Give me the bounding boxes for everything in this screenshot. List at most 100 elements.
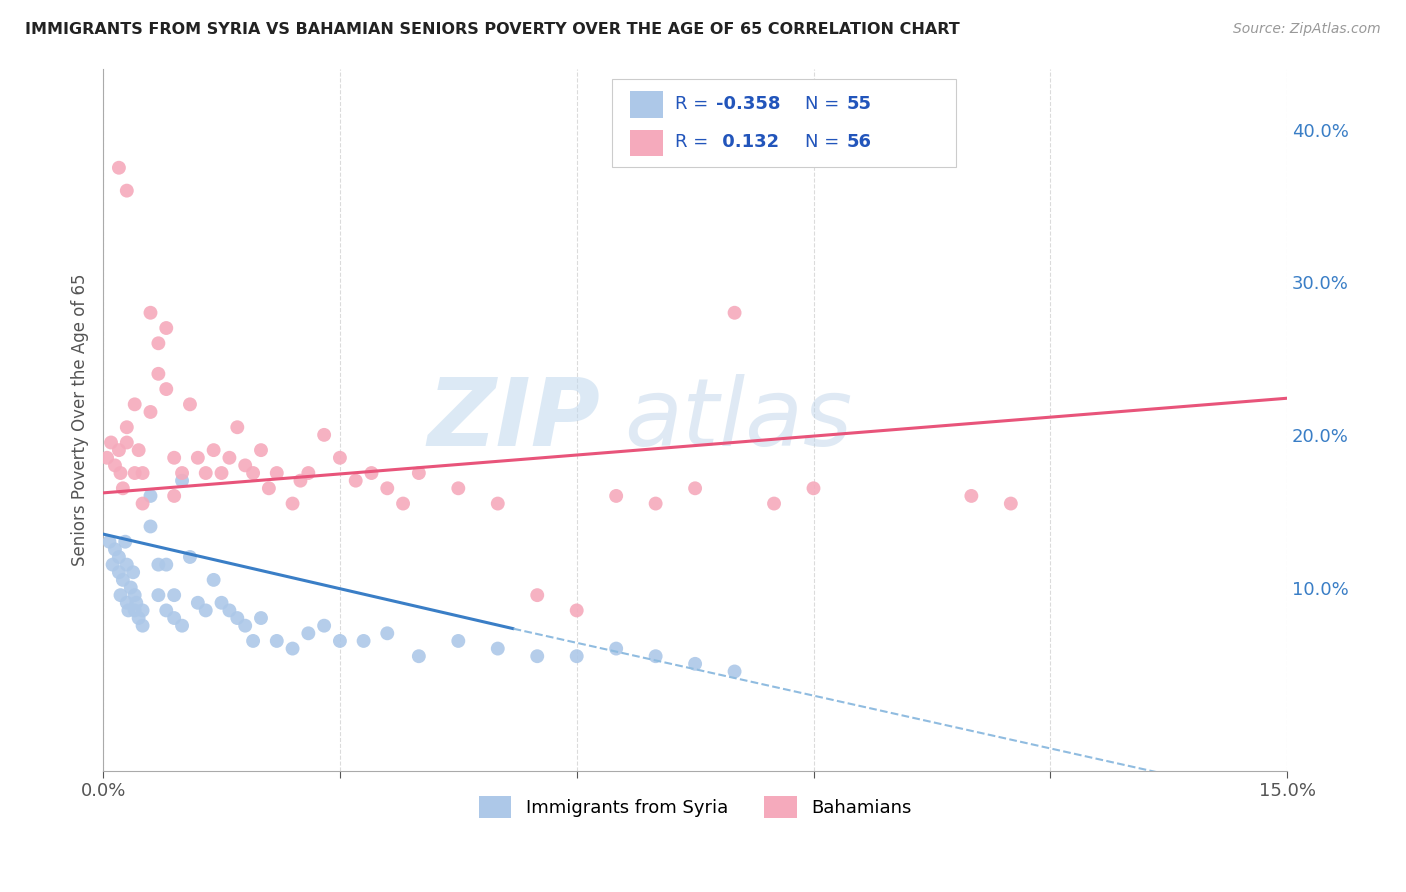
Point xyxy=(131,466,153,480)
Point xyxy=(486,497,509,511)
Point xyxy=(644,649,666,664)
Point xyxy=(211,596,233,610)
Point xyxy=(763,497,786,511)
Point xyxy=(233,458,256,473)
Point xyxy=(148,367,170,381)
Point xyxy=(723,306,745,320)
Point xyxy=(139,519,162,533)
Point xyxy=(148,336,170,351)
Point xyxy=(375,481,398,495)
Text: R =: R = xyxy=(675,95,714,112)
FancyBboxPatch shape xyxy=(612,79,956,167)
Point xyxy=(329,450,352,465)
Point xyxy=(266,634,288,648)
Point xyxy=(108,161,131,175)
Text: atlas: atlas xyxy=(624,374,852,465)
Point xyxy=(683,481,706,495)
Point xyxy=(104,458,127,473)
Point xyxy=(187,596,209,610)
Point xyxy=(108,443,131,458)
Point xyxy=(233,618,256,632)
Point xyxy=(131,618,153,632)
Point xyxy=(605,489,627,503)
Text: 56: 56 xyxy=(846,133,872,151)
Point xyxy=(375,626,398,640)
Point xyxy=(194,603,217,617)
Point xyxy=(139,405,162,419)
Point xyxy=(290,474,312,488)
Point xyxy=(803,481,825,495)
Point xyxy=(226,611,249,625)
Point xyxy=(565,603,588,617)
Point xyxy=(202,443,225,458)
Text: Source: ZipAtlas.com: Source: ZipAtlas.com xyxy=(1233,22,1381,37)
Point xyxy=(179,397,201,411)
Point xyxy=(170,474,193,488)
Point xyxy=(115,184,138,198)
Point xyxy=(101,558,124,572)
Point xyxy=(110,588,132,602)
Point xyxy=(211,466,233,480)
Legend: Immigrants from Syria, Bahamians: Immigrants from Syria, Bahamians xyxy=(471,789,918,825)
Point xyxy=(163,588,186,602)
Point xyxy=(242,634,264,648)
Point xyxy=(344,474,367,488)
Point xyxy=(281,641,304,656)
Point xyxy=(155,382,177,396)
Point xyxy=(108,549,131,564)
Point xyxy=(125,596,148,610)
Point xyxy=(565,649,588,664)
Point xyxy=(257,481,280,495)
Point xyxy=(1000,497,1022,511)
Point xyxy=(115,596,138,610)
Point xyxy=(218,603,240,617)
Point xyxy=(163,611,186,625)
Point xyxy=(108,566,131,580)
Text: IMMIGRANTS FROM SYRIA VS BAHAMIAN SENIORS POVERTY OVER THE AGE OF 65 CORRELATION: IMMIGRANTS FROM SYRIA VS BAHAMIAN SENIOR… xyxy=(25,22,960,37)
Point xyxy=(163,489,186,503)
Point xyxy=(297,626,319,640)
Point xyxy=(155,558,177,572)
Point xyxy=(170,618,193,632)
Point xyxy=(117,603,139,617)
Point xyxy=(314,428,336,442)
FancyBboxPatch shape xyxy=(630,91,664,118)
Point xyxy=(644,497,666,511)
Point xyxy=(139,489,162,503)
Point xyxy=(297,466,319,480)
FancyBboxPatch shape xyxy=(630,129,664,156)
Point xyxy=(98,534,121,549)
Point xyxy=(202,573,225,587)
Point xyxy=(266,466,288,480)
Point xyxy=(104,542,127,557)
Point xyxy=(124,603,146,617)
Point xyxy=(447,481,470,495)
Point xyxy=(392,497,415,511)
Point xyxy=(115,558,138,572)
Point xyxy=(111,573,134,587)
Point xyxy=(96,450,118,465)
Point xyxy=(194,466,217,480)
Point xyxy=(115,435,138,450)
Point xyxy=(408,649,430,664)
Point xyxy=(683,657,706,671)
Point xyxy=(314,618,336,632)
Point xyxy=(120,581,142,595)
Point xyxy=(155,321,177,335)
Point xyxy=(163,450,186,465)
Text: 55: 55 xyxy=(846,95,872,112)
Point xyxy=(723,665,745,679)
Point xyxy=(148,558,170,572)
Point xyxy=(124,466,146,480)
Point xyxy=(179,549,201,564)
Text: N =: N = xyxy=(806,95,845,112)
Text: 0.132: 0.132 xyxy=(717,133,779,151)
Point xyxy=(960,489,983,503)
Point xyxy=(187,450,209,465)
Point xyxy=(128,443,150,458)
Point xyxy=(353,634,375,648)
Point xyxy=(250,611,273,625)
Point xyxy=(360,466,382,480)
Text: R =: R = xyxy=(675,133,714,151)
Point xyxy=(148,588,170,602)
